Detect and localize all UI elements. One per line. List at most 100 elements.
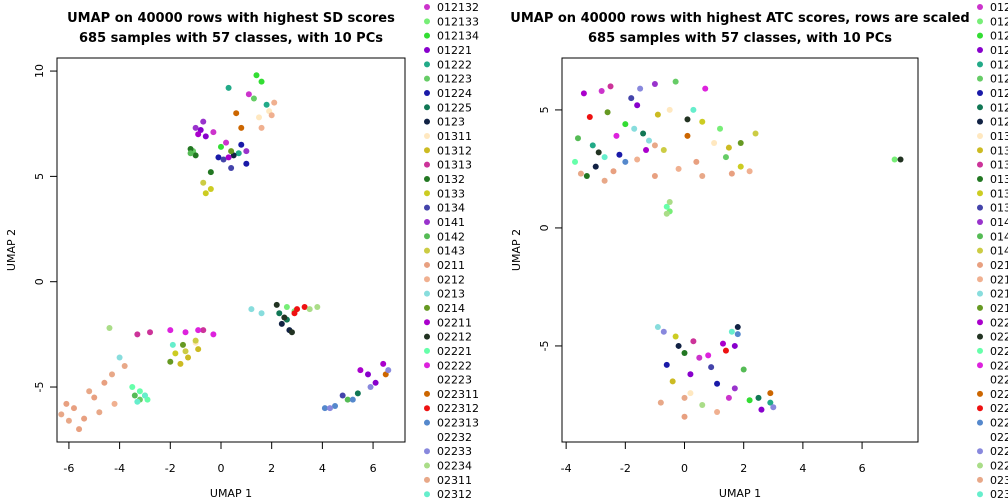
- legend-label: 0123: [437, 116, 465, 129]
- point: [217, 278, 224, 285]
- point: [192, 124, 199, 131]
- legend-marker: [424, 4, 430, 10]
- legend-marker: [977, 190, 983, 197]
- point: [672, 333, 679, 340]
- point: [339, 392, 346, 399]
- point: [195, 346, 202, 353]
- legend-label: 01225: [990, 101, 1008, 114]
- legend-marker: [977, 204, 983, 211]
- point: [693, 158, 700, 165]
- point: [210, 331, 217, 338]
- point: [278, 320, 285, 327]
- point: [65, 417, 72, 424]
- legend-label: 02233: [990, 445, 1008, 458]
- legend-marker: [977, 390, 983, 397]
- legend-marker: [977, 218, 983, 225]
- point: [58, 411, 65, 418]
- point: [607, 83, 614, 90]
- legend-label: 01312: [990, 144, 1008, 157]
- y-tick-label: 5: [33, 173, 46, 180]
- point: [696, 224, 703, 231]
- legend-label: 0133: [990, 187, 1008, 200]
- legend-marker: [424, 218, 430, 225]
- point: [610, 168, 617, 175]
- point: [167, 358, 174, 365]
- point: [228, 164, 235, 171]
- point: [134, 331, 141, 338]
- point: [663, 361, 670, 368]
- point: [690, 106, 697, 113]
- legend-marker: [977, 4, 983, 10]
- point: [326, 405, 333, 412]
- legend-marker: [424, 319, 430, 326]
- point: [177, 360, 184, 367]
- legend-label: 022311: [990, 388, 1008, 401]
- point: [169, 341, 176, 348]
- legend-marker: [424, 290, 430, 297]
- point: [631, 125, 638, 132]
- point: [651, 142, 658, 149]
- y-tick-label: 5: [538, 106, 551, 113]
- point: [367, 384, 374, 391]
- point: [572, 158, 579, 165]
- x-tick-label: -2: [165, 462, 176, 475]
- legend-label: 02221: [990, 345, 1008, 358]
- plot-box: [561, 57, 919, 443]
- legend-label: 02222: [990, 359, 1008, 372]
- legend-marker: [424, 347, 430, 354]
- point: [380, 360, 387, 367]
- point: [273, 301, 280, 308]
- legend-label: 0212: [990, 273, 1008, 286]
- legend-marker: [977, 247, 983, 254]
- point: [622, 158, 629, 165]
- point: [622, 121, 629, 128]
- legend-label: 01221: [437, 44, 472, 57]
- legend-marker: [977, 405, 983, 412]
- legend-marker: [424, 448, 430, 455]
- x-axis-label: UMAP 1: [210, 487, 252, 500]
- point: [385, 367, 392, 374]
- legend-label: 0213: [437, 288, 465, 301]
- point: [634, 156, 641, 163]
- legend-marker: [977, 419, 983, 426]
- point: [106, 325, 113, 332]
- legend-label: 022312: [990, 402, 1008, 415]
- point: [592, 163, 599, 170]
- legend-label: 022313: [990, 417, 1008, 430]
- point: [301, 303, 308, 310]
- x-tick-label: -2: [620, 462, 631, 475]
- legend-label: 02232: [990, 431, 1008, 444]
- y-tick-label: 0: [538, 224, 551, 231]
- point: [258, 124, 265, 131]
- point: [684, 116, 691, 123]
- legend-marker: [977, 476, 983, 483]
- legend-label: 012132: [437, 1, 479, 14]
- legend-label: 02212: [437, 331, 472, 344]
- legend-marker: [424, 247, 430, 254]
- point: [746, 397, 753, 404]
- legend-marker: [977, 147, 983, 154]
- legend-marker: [424, 89, 430, 96]
- point: [616, 151, 623, 158]
- point: [586, 114, 593, 121]
- legend-marker: [977, 347, 983, 354]
- point: [192, 337, 199, 344]
- point: [699, 118, 706, 125]
- legend-marker: [424, 433, 430, 440]
- legend-marker: [977, 132, 983, 139]
- legend-marker: [424, 376, 430, 383]
- legend-label: 0214: [437, 302, 465, 315]
- point: [728, 170, 735, 177]
- point: [96, 409, 103, 416]
- point: [245, 91, 252, 98]
- legend-marker: [424, 18, 430, 25]
- point: [651, 80, 658, 87]
- legend-label: 0133: [437, 187, 465, 200]
- legend-label: 01222: [437, 58, 472, 71]
- legend-label: 02223: [990, 374, 1008, 387]
- point: [141, 392, 148, 399]
- point: [696, 248, 703, 255]
- point: [577, 170, 584, 177]
- point: [601, 177, 608, 184]
- point: [758, 406, 765, 413]
